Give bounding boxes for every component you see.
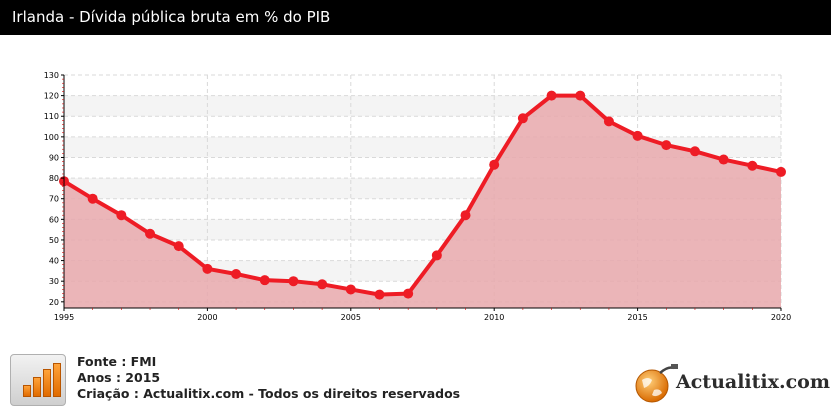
footer-years: Anos : 2015 (77, 370, 161, 385)
x-tick-label: 2010 (484, 313, 504, 322)
y-tick-label: 20 (49, 298, 59, 307)
chart-plot: 20 30 40 50 60 70 80 90 100 110 120 130 1995 2000 2005… (44, 71, 791, 322)
x-tick-label: 1995 (54, 313, 74, 322)
x-tick-label: 2005 (341, 313, 361, 322)
data-point (173, 241, 184, 252)
data-point (403, 288, 414, 299)
data-point (603, 116, 614, 127)
series-area (64, 95, 781, 308)
data-point (145, 228, 156, 239)
y-tick-label: 110 (44, 112, 59, 121)
footer-info: Fonte : FMI Anos : 2015 Criação : Actual… (77, 354, 460, 402)
series-line (62, 93, 782, 297)
y-tick-label: 100 (44, 133, 59, 142)
data-point (259, 275, 270, 286)
y-tick-label: 80 (49, 174, 59, 183)
y-tick-label: 50 (49, 236, 59, 245)
data-point (317, 279, 328, 290)
data-point (116, 210, 127, 221)
y-tick-label: 120 (44, 92, 59, 101)
data-point (632, 130, 643, 141)
data-point (202, 263, 213, 274)
data-point (689, 146, 700, 157)
data-point (517, 113, 528, 124)
data-point (718, 154, 729, 165)
actualitix-logo[interactable]: Actualitix.com (630, 360, 830, 406)
grid-band (64, 95, 781, 117)
y-tick-label: 40 (49, 257, 59, 266)
footer-creation: Criação : Actualitix.com - Todos os dire… (77, 386, 461, 401)
data-point (460, 210, 471, 221)
globe-plug-icon (635, 364, 678, 403)
data-point (747, 160, 758, 171)
chart-title-bar: Irlanda - Dívida pública bruta em % do P… (0, 0, 831, 35)
y-tick-label: 60 (49, 215, 59, 224)
data-point (231, 268, 242, 279)
x-tick-label: 2015 (627, 313, 647, 322)
x-tick-label: 2020 (771, 313, 791, 322)
data-point (345, 284, 356, 295)
y-tick-label: 30 (49, 277, 59, 286)
data-point (288, 276, 299, 287)
bar-chart-icon (10, 354, 66, 406)
data-point (374, 289, 385, 300)
data-point (546, 90, 557, 101)
page-title: Irlanda - Dívida pública bruta em % do P… (12, 8, 331, 26)
data-point (776, 166, 786, 177)
data-point (87, 193, 98, 204)
data-point (661, 140, 672, 151)
y-tick-label: 70 (49, 195, 59, 204)
data-point (431, 250, 442, 261)
footer-source: Fonte : FMI (77, 354, 157, 369)
logo-text: Actualitix.com (676, 371, 830, 393)
data-point (575, 90, 586, 101)
data-point (489, 159, 500, 170)
y-tick-label: 90 (49, 153, 59, 162)
y-tick-label: 130 (44, 71, 59, 80)
x-tick-label: 2000 (197, 313, 217, 322)
